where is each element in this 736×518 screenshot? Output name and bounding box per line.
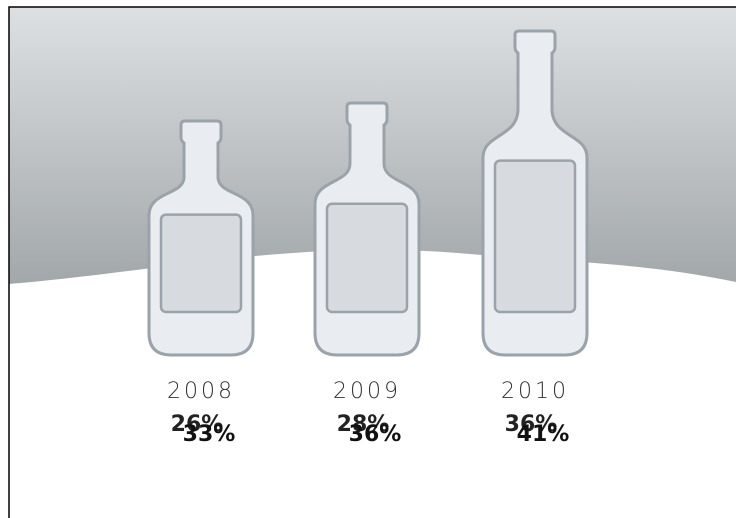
percent-label: 33%: [183, 422, 236, 447]
year-label: 2010: [501, 379, 569, 404]
bottle-label: [327, 204, 407, 312]
chart: 200826%33%200928%36%201036%41%: [0, 0, 736, 518]
bottle-label: [161, 215, 241, 312]
year-label: 2008: [167, 379, 235, 404]
year-label: 2009: [333, 379, 401, 404]
percent-label: 41%: [517, 422, 570, 447]
bottle-label: [495, 161, 575, 312]
percent-label: 36%: [349, 422, 402, 447]
